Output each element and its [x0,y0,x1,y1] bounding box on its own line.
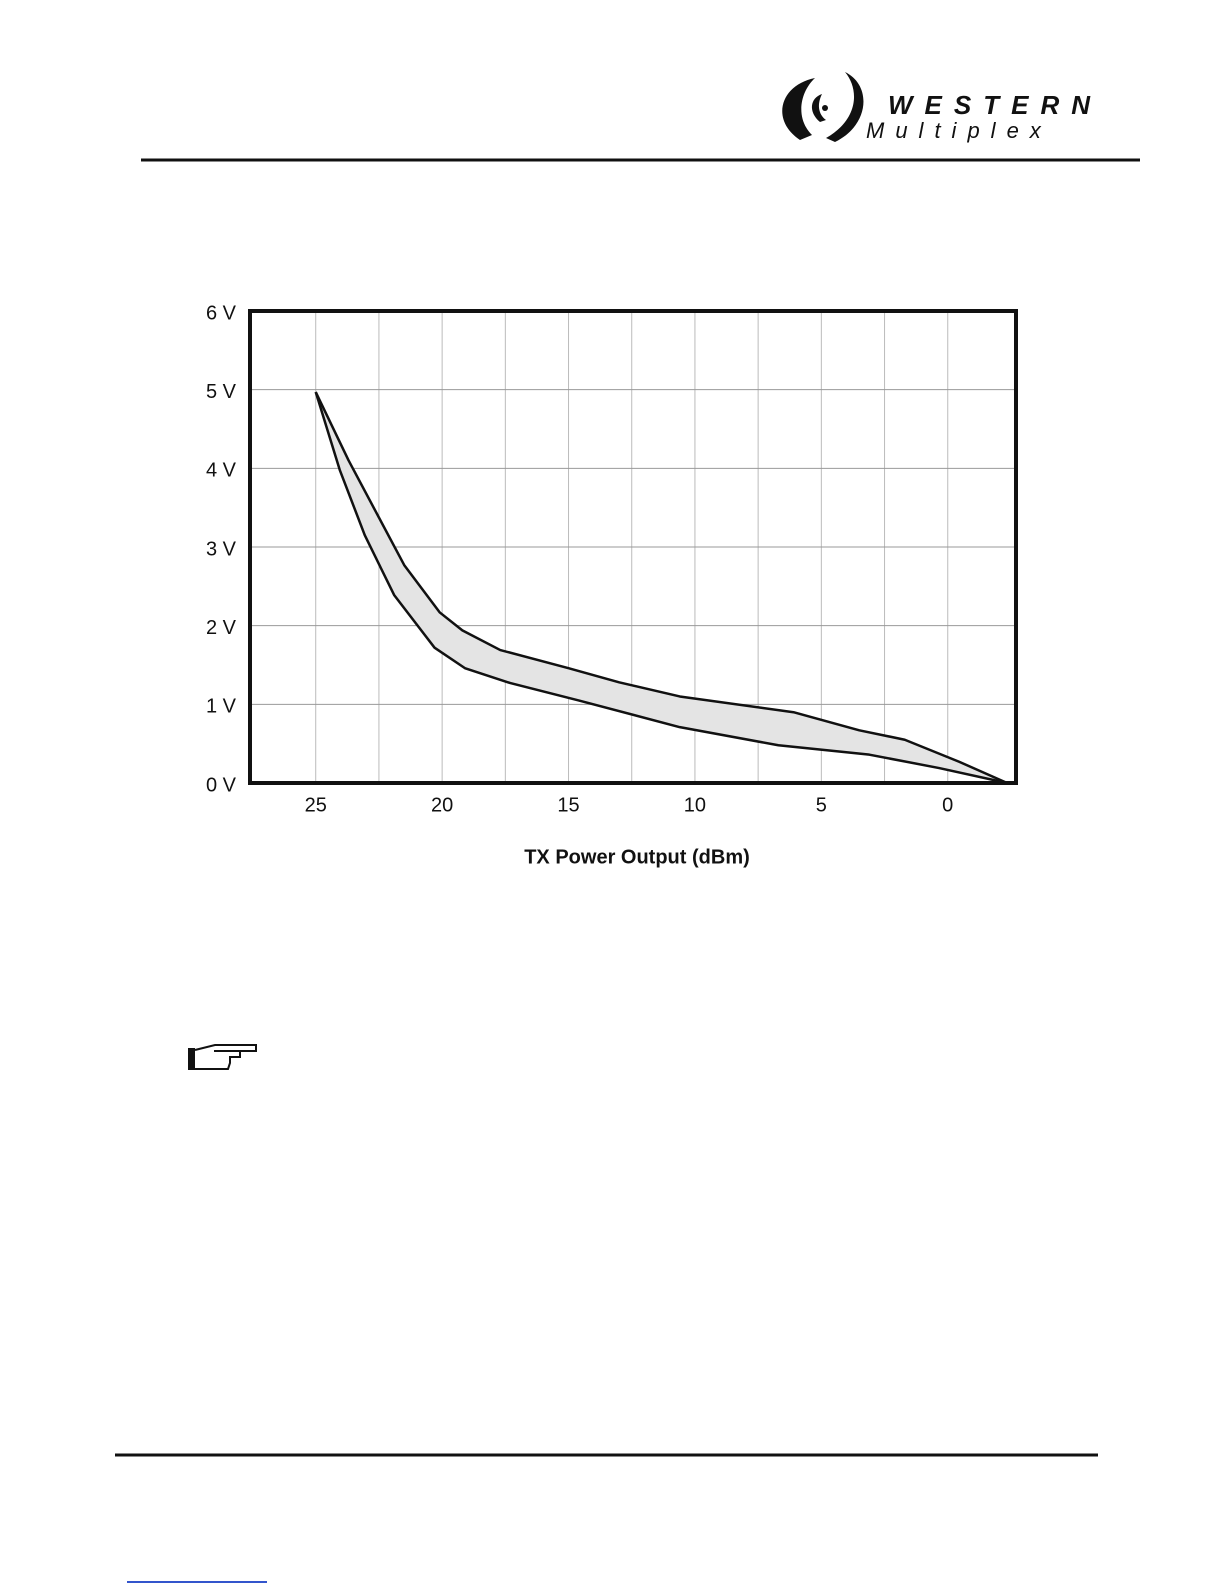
y-tick-label: 4 V [206,460,237,482]
band-fill [315,392,1008,783]
logo-dot [822,105,828,111]
x-tick-label: 10 [684,794,706,816]
x-tick-label: 20 [431,794,453,816]
brand-bottom: Multiplex [866,118,1052,143]
y-tick-label: 5 V [206,381,237,403]
x-tick-label: 0 [942,794,953,816]
logo-swoosh [826,72,864,142]
chart: 0 V 1 V 2 V 3 V 4 V 5 V 6 V 25 20 15 10 5 0 [206,302,1018,816]
x-tick-label: 15 [557,794,579,816]
series-line [314,391,1008,785]
y-tick-label: 1 V [206,696,237,718]
y-tick-label: 2 V [206,617,237,639]
plot-frame [248,309,1018,785]
logo-swoosh [811,94,826,122]
y-tick-label: 0 V [206,774,237,796]
y-tick-label: 3 V [206,538,237,560]
x-tick-label: 5 [816,794,827,816]
logo: WESTERN Multiplex [782,72,1102,143]
series-line [314,391,1008,785]
x-axis-label: TX Power Output (dBm) [524,846,750,868]
y-tick-label: 6 V [206,302,237,324]
brand-top: WESTERN [888,90,1102,120]
x-tick-label: 25 [305,794,327,816]
logo-swoosh [782,78,815,140]
hand-icon [188,1044,257,1070]
